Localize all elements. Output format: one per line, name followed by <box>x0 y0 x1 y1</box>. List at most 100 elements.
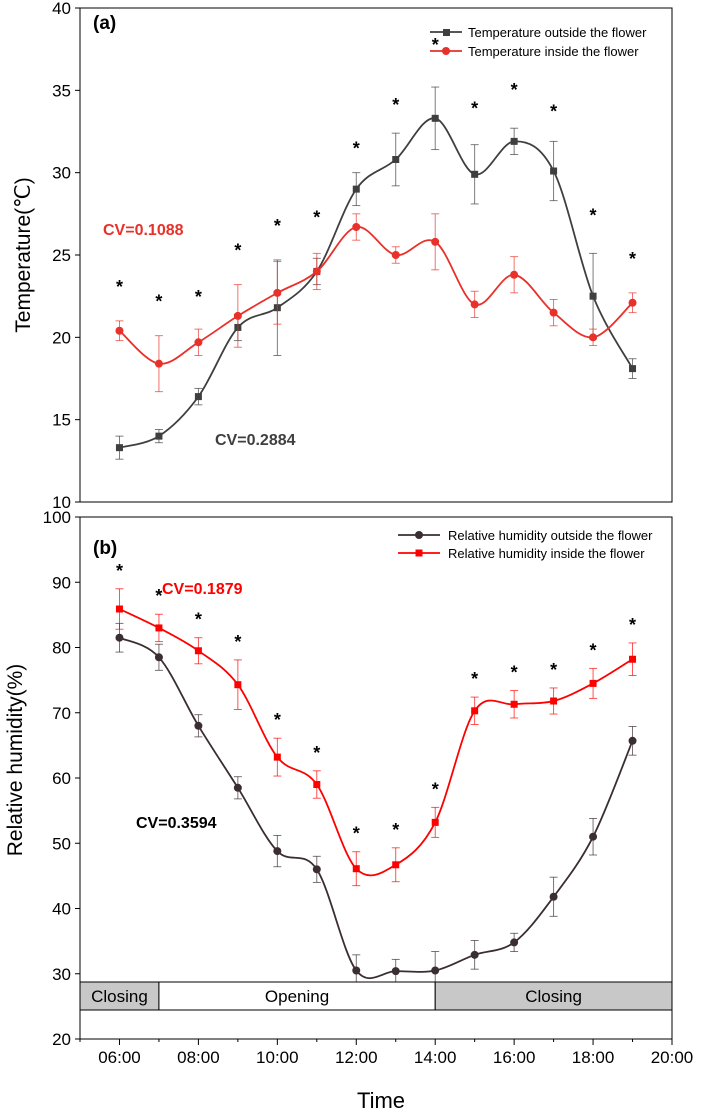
y-tick-label: 30 <box>52 965 71 984</box>
y-tick-label: 60 <box>52 769 71 788</box>
y-tick-label: 15 <box>52 411 71 430</box>
significance-star: * <box>471 99 478 119</box>
legend-b-label-inside: Relative humidity inside the flower <box>448 546 645 561</box>
data-point <box>352 185 360 193</box>
y-tick-label: 30 <box>52 164 71 183</box>
significance-star: * <box>274 710 281 730</box>
data-point <box>628 298 637 307</box>
y-tick-label: 20 <box>52 328 71 347</box>
data-point <box>589 333 598 342</box>
series-line-1-1 <box>119 608 633 877</box>
y-tick-label: 35 <box>52 81 71 100</box>
y-tick-label: 90 <box>52 573 71 592</box>
significance-star: * <box>511 663 518 683</box>
legend-a-marker-outside <box>443 29 450 36</box>
x-axis-label: Time <box>357 1088 405 1113</box>
legend-b-marker-outside <box>415 531 423 539</box>
data-point <box>470 950 479 959</box>
data-point <box>392 155 400 163</box>
data-point <box>589 832 598 841</box>
panel-a-temperature-chart: (a) Temperature(℃) Temperature outside t… <box>12 0 673 512</box>
significance-star: * <box>116 561 123 581</box>
panel-b-legend: Relative humidity outside the flower Rel… <box>398 528 653 561</box>
data-point <box>154 653 163 662</box>
y-tick-label: 100 <box>43 508 71 527</box>
significance-star: * <box>629 615 636 635</box>
data-point <box>589 292 597 300</box>
data-point <box>392 861 400 869</box>
y-tick-label: 40 <box>52 900 71 919</box>
data-point <box>550 697 558 705</box>
x-tick-label: 18:00 <box>572 1048 615 1067</box>
data-point <box>194 393 202 401</box>
data-point <box>115 326 124 335</box>
data-point <box>629 655 637 663</box>
data-point <box>431 237 440 246</box>
data-point <box>431 114 439 122</box>
panel-b-label: (b) <box>93 538 117 559</box>
data-point <box>391 251 400 259</box>
legend-a-label-outside: Temperature outside the flower <box>468 25 647 40</box>
panel-b-y-axis-label: Relative humidity(%) <box>4 664 27 857</box>
x-tick-label: 08:00 <box>177 1048 220 1067</box>
data-point <box>471 170 479 178</box>
phase-label-0: Closing <box>91 987 148 1006</box>
series-line-0-1 <box>118 226 634 365</box>
significance-star: * <box>550 660 557 680</box>
panel-a-legend: Temperature outside the flower Temperatu… <box>430 25 647 59</box>
panel-a-label: (a) <box>93 13 116 34</box>
data-point <box>510 938 519 947</box>
data-point <box>273 847 282 856</box>
data-point <box>194 647 202 655</box>
significance-star: * <box>629 249 636 269</box>
data-point <box>233 783 242 792</box>
data-point <box>549 308 558 317</box>
series-line-1-0 <box>119 636 634 980</box>
cv-annotation-inside-temperature: CV=0.1088 <box>103 222 184 239</box>
data-point <box>431 818 439 826</box>
significance-star: * <box>550 101 557 121</box>
data-point <box>155 432 163 440</box>
significance-star: * <box>313 207 320 227</box>
data-point <box>549 892 558 901</box>
x-tick-label: 20:00 <box>651 1048 694 1067</box>
data-point <box>273 753 281 761</box>
significance-star: * <box>234 632 241 652</box>
significance-star: * <box>155 586 162 606</box>
data-point <box>352 865 360 873</box>
data-point <box>391 967 400 976</box>
significance-star: * <box>313 743 320 763</box>
data-point <box>154 359 163 368</box>
data-point <box>352 223 361 232</box>
significance-star: * <box>590 640 597 660</box>
y-tick-label: 10 <box>52 493 71 512</box>
data-point <box>273 288 282 297</box>
legend-b-marker-inside <box>415 549 423 557</box>
data-point <box>155 624 163 632</box>
legend-a-marker-inside <box>442 47 450 55</box>
data-point <box>470 300 479 309</box>
data-point <box>115 633 124 642</box>
significance-star: * <box>195 287 202 307</box>
data-point <box>629 365 637 373</box>
data-point <box>550 167 558 175</box>
data-point <box>628 736 637 745</box>
significance-star: * <box>353 824 360 844</box>
data-point <box>115 444 123 452</box>
significance-star: * <box>155 292 162 312</box>
significance-star: * <box>471 669 478 689</box>
panel-a-y-axis-label: Temperature(℃) <box>12 177 35 332</box>
data-point <box>233 311 242 320</box>
data-point <box>510 270 519 279</box>
significance-star: * <box>590 205 597 225</box>
phase-segment-1 <box>158 981 436 1011</box>
legend-b-label-outside: Relative humidity outside the flower <box>448 528 653 543</box>
cv-annotation-inside-humidity: CV=0.1879 <box>162 581 243 598</box>
y-tick-label: 25 <box>52 246 71 265</box>
phase-label-1: Opening <box>265 987 329 1006</box>
significance-star: * <box>392 95 399 115</box>
significance-star: * <box>274 216 281 236</box>
data-point <box>510 137 518 145</box>
data-point <box>471 707 479 715</box>
phase-segment-0 <box>79 981 160 1011</box>
